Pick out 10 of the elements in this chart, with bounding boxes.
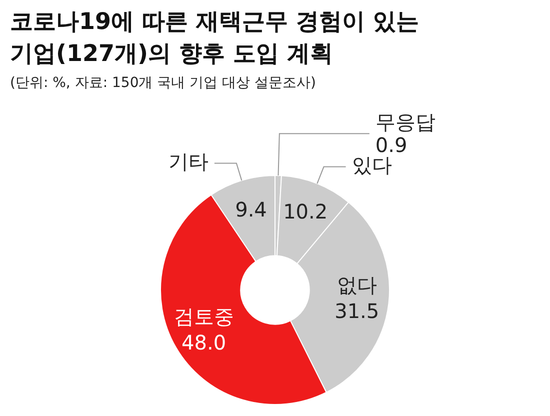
data-label: 48.0 bbox=[182, 330, 226, 355]
slice-label: 기타 bbox=[168, 149, 208, 174]
slice-label: 없다 bbox=[336, 272, 377, 297]
chart-subtitle: (단위: %, 자료: 150개 국내 기업 대상 설문조사) bbox=[10, 74, 316, 92]
slice-label: 검토중 bbox=[174, 304, 234, 329]
data-label: 31.5 bbox=[334, 298, 380, 323]
chart-title: 코로나19에 따른 재택근무 경험이 있는 기업(127개)의 향후 도입 계획 bbox=[10, 8, 420, 69]
data-label: 9.4 bbox=[235, 197, 267, 222]
slice-label: 무응답 bbox=[375, 110, 436, 134]
data-label: 10.2 bbox=[283, 200, 328, 224]
